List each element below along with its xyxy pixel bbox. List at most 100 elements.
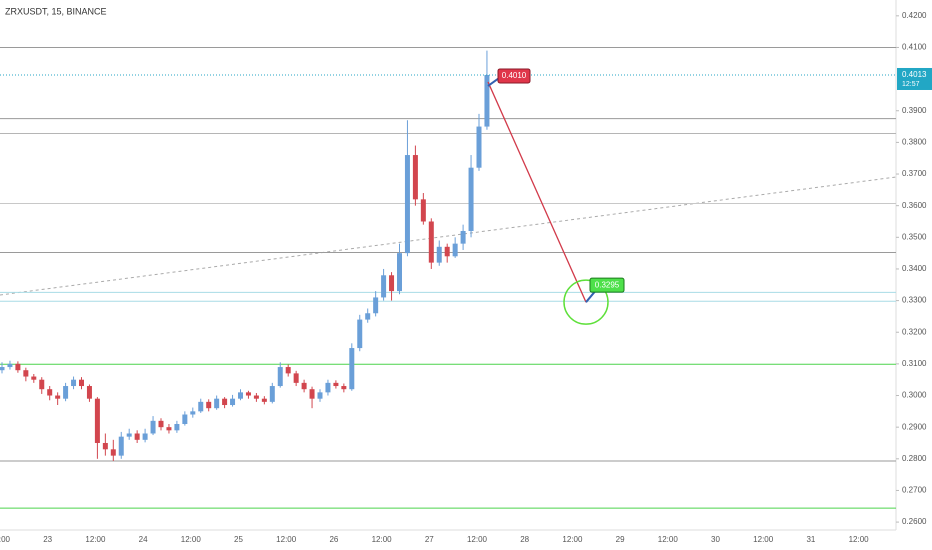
x-tick-label: 26 bbox=[329, 535, 338, 544]
candle-body bbox=[222, 398, 228, 406]
candle-body bbox=[31, 376, 37, 380]
chart-title: ZRXUSDT, 15, BINANCE bbox=[5, 6, 107, 16]
x-tick-label: 12:00 bbox=[0, 535, 11, 544]
y-tick-label: 0.3400 bbox=[902, 264, 927, 273]
candle-body bbox=[277, 367, 283, 387]
last-price-label: 0.4013 bbox=[902, 70, 927, 79]
y-tick-label: 0.2800 bbox=[902, 454, 927, 463]
candle-body bbox=[63, 386, 69, 399]
annotation-box bbox=[589, 277, 625, 293]
x-tick-label: 30 bbox=[711, 535, 720, 544]
candle-body bbox=[309, 389, 315, 399]
candle-body bbox=[94, 398, 100, 443]
candle-body bbox=[230, 398, 236, 406]
candle-body bbox=[150, 420, 156, 434]
candle-body bbox=[198, 401, 204, 412]
candle-body bbox=[86, 386, 92, 399]
y-tick-label: 0.3800 bbox=[902, 137, 927, 146]
candle-body bbox=[47, 389, 53, 396]
candle-body bbox=[452, 243, 458, 257]
candle-body bbox=[238, 392, 243, 399]
candle-body bbox=[71, 379, 77, 387]
x-tick-label: 25 bbox=[234, 535, 243, 544]
y-tick-label: 0.3600 bbox=[902, 201, 927, 210]
candle-body bbox=[182, 414, 188, 424]
y-tick-label: 0.3500 bbox=[902, 232, 927, 241]
candle-body bbox=[39, 379, 45, 390]
candle-body bbox=[166, 427, 172, 431]
plot-area: 0.4010 0.3295 bbox=[0, 46, 896, 509]
last-price-badge bbox=[897, 67, 932, 90]
candle-body bbox=[428, 221, 434, 263]
trend-line bbox=[0, 176, 897, 296]
x-tick-label: 12:00 bbox=[658, 535, 679, 544]
candle-body bbox=[349, 348, 355, 390]
candle-body bbox=[484, 74, 490, 127]
candle-body bbox=[118, 436, 124, 456]
x-tick-label: 12:00 bbox=[562, 535, 583, 544]
x-tick-label: 12:00 bbox=[372, 535, 393, 544]
candle-body bbox=[285, 367, 291, 374]
candle-body bbox=[293, 373, 299, 383]
annotation-box bbox=[497, 68, 531, 84]
candle-body bbox=[253, 395, 259, 399]
y-tick-label: 0.3700 bbox=[902, 169, 927, 178]
x-tick-label: 27 bbox=[425, 535, 434, 544]
candle-body bbox=[55, 395, 61, 399]
candle-body bbox=[23, 370, 29, 377]
candle-body bbox=[397, 253, 402, 292]
x-tick-label: 24 bbox=[139, 535, 148, 544]
candle-body bbox=[460, 230, 466, 244]
candle-body bbox=[476, 126, 482, 168]
candle-body bbox=[174, 424, 180, 431]
x-tick-label: 12:00 bbox=[181, 535, 202, 544]
y-tick-label: 0.4200 bbox=[902, 11, 927, 20]
candle-body bbox=[79, 379, 84, 387]
x-tick-label: 12:00 bbox=[467, 535, 488, 544]
candle-body bbox=[468, 167, 474, 231]
candle-body bbox=[341, 386, 347, 390]
candle-body bbox=[269, 386, 275, 402]
x-tick-label: 12:00 bbox=[753, 535, 774, 544]
y-tick-label: 0.3000 bbox=[902, 391, 927, 400]
candle-body bbox=[15, 363, 21, 371]
x-tick-label: 12:00 bbox=[85, 535, 106, 544]
candle-body bbox=[102, 442, 108, 450]
x-tick-label: 29 bbox=[616, 535, 625, 544]
candle-body bbox=[126, 433, 132, 437]
candle-body bbox=[373, 297, 379, 314]
projection-arrow bbox=[487, 81, 587, 303]
countdown-label: 12:57 bbox=[902, 81, 920, 88]
candle-body bbox=[420, 199, 426, 222]
x-tick-label: 23 bbox=[43, 535, 52, 544]
y-tick-label: 0.2900 bbox=[902, 422, 927, 431]
y-tick-label: 0.3200 bbox=[902, 327, 927, 336]
candle-body bbox=[245, 392, 251, 396]
y-tick-label: 0.3300 bbox=[902, 296, 927, 305]
candle-body bbox=[0, 367, 5, 371]
candle-body bbox=[436, 246, 442, 263]
candle-body bbox=[134, 433, 140, 440]
candle-body bbox=[142, 433, 148, 440]
candle-body bbox=[333, 382, 339, 387]
x-tick-label: 12:00 bbox=[849, 535, 870, 544]
candle-body bbox=[158, 420, 164, 428]
y-tick-label: 0.3100 bbox=[902, 359, 927, 368]
candle-body bbox=[381, 275, 387, 298]
candle-body bbox=[412, 155, 418, 200]
y-tick-label: 0.4100 bbox=[902, 43, 927, 52]
candle-body bbox=[206, 401, 212, 409]
candle-body bbox=[325, 382, 331, 393]
x-tick-label: 28 bbox=[520, 535, 529, 544]
candle-body bbox=[110, 449, 116, 456]
x-tick-label: 31 bbox=[806, 535, 815, 544]
target-circle bbox=[563, 279, 609, 325]
candle-body bbox=[404, 155, 410, 254]
candle-body bbox=[389, 275, 395, 292]
candle-body bbox=[444, 246, 450, 257]
y-tick-label: 0.3900 bbox=[902, 106, 927, 115]
candle-body bbox=[214, 398, 220, 409]
candle-body bbox=[365, 313, 371, 320]
